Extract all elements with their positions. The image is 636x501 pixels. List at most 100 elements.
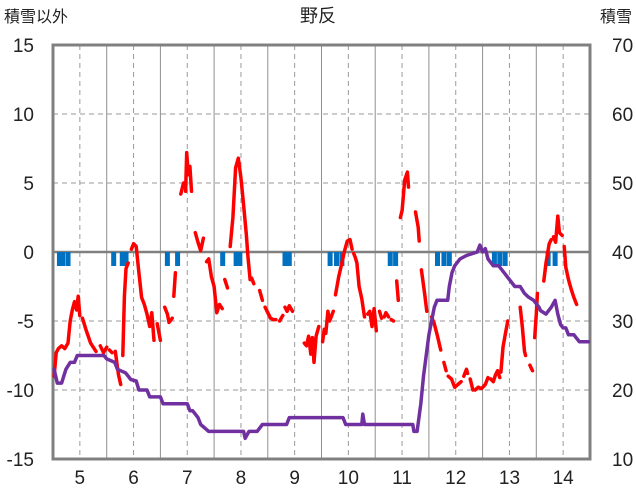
precipitation-bar xyxy=(65,252,71,266)
temperature-line xyxy=(446,374,463,389)
temperature-line xyxy=(172,270,178,298)
precipitation-bar xyxy=(327,252,333,266)
x-tick-label: 14 xyxy=(553,468,575,489)
temperature-line xyxy=(473,375,490,392)
temperature-line xyxy=(382,310,391,319)
x-tick-label: 6 xyxy=(128,468,139,489)
precipitation-bar xyxy=(387,252,393,266)
precipitation-bar xyxy=(491,252,497,266)
precipitation-bar xyxy=(502,252,508,266)
precipitation-bar xyxy=(446,252,452,266)
temperature-line xyxy=(442,360,448,373)
precipitation-bar xyxy=(111,252,117,266)
precipitation-bar xyxy=(164,252,170,266)
temperature-line xyxy=(499,319,510,374)
temperature-line xyxy=(107,348,114,355)
y-right-tick-label: 40 xyxy=(612,243,633,264)
temperature-line xyxy=(277,313,285,323)
temperature-line xyxy=(528,363,535,373)
temperature-line xyxy=(223,277,230,290)
temperature-line xyxy=(283,304,295,314)
y-right-tick-label: 70 xyxy=(612,36,633,57)
y-axis-label-right: 積雪 xyxy=(600,8,632,26)
y-left-tick-label: 0 xyxy=(23,243,34,264)
y-left-tick-label: -5 xyxy=(17,312,34,333)
temperature-line xyxy=(518,305,528,358)
precipitation-bar xyxy=(233,252,239,266)
temperature-line xyxy=(419,268,429,314)
x-tick-label: 5 xyxy=(75,468,86,489)
x-tick-label: 13 xyxy=(499,468,520,489)
temperature-line xyxy=(249,276,256,286)
x-tick-label: 10 xyxy=(338,468,359,489)
x-tick-label: 9 xyxy=(289,468,300,489)
precipitation-bar xyxy=(60,252,66,266)
temperature-line xyxy=(302,324,321,365)
y-right-tick-label: 60 xyxy=(612,105,633,126)
temperature-line xyxy=(257,288,265,303)
y-right-tick-label: 50 xyxy=(612,174,633,195)
series-lines xyxy=(52,150,591,441)
temperature-line xyxy=(413,210,421,243)
temperature-line xyxy=(320,309,336,344)
y-left-tick-label: 5 xyxy=(23,174,34,195)
precipitation-bar xyxy=(441,252,447,266)
temperature-line xyxy=(193,230,206,253)
snow-depth-line xyxy=(52,243,591,441)
temperature-line xyxy=(179,181,186,196)
x-tick-label: 7 xyxy=(182,468,193,489)
temperature-line xyxy=(263,305,278,322)
temperature-line xyxy=(562,244,579,307)
temperature-line xyxy=(542,237,554,283)
chart-title: 野反 xyxy=(300,6,336,26)
precipitation-bar xyxy=(552,252,558,266)
temperature-line xyxy=(551,214,564,245)
temperature-line xyxy=(394,279,401,303)
temperature-line xyxy=(377,309,384,320)
temperature-line xyxy=(98,344,109,355)
x-tick-label: 8 xyxy=(236,468,247,489)
temperature-line xyxy=(468,377,475,392)
x-tick-label: 11 xyxy=(392,468,412,489)
y-left-tick-label: 10 xyxy=(13,105,34,126)
precipitation-bar xyxy=(56,252,62,266)
precipitation-bar xyxy=(119,252,125,266)
temperature-line xyxy=(532,291,540,340)
precipitation-bar xyxy=(497,252,503,266)
temperature-line xyxy=(333,237,354,297)
precipitation-bar xyxy=(393,252,399,266)
temperature-line xyxy=(488,368,502,384)
y-right-tick-label: 30 xyxy=(612,312,633,333)
y-left-tick-label: -15 xyxy=(7,450,34,471)
precipitation-bar xyxy=(123,252,129,266)
precipitation-bar xyxy=(286,252,292,266)
y-left-tick-label: -10 xyxy=(7,381,34,402)
temperature-line xyxy=(351,251,367,319)
precipitation-bar xyxy=(220,252,226,266)
precipitation-bar xyxy=(237,252,243,266)
temperature-line xyxy=(155,322,163,343)
temperature-line xyxy=(183,150,194,194)
y-right-tick-label: 10 xyxy=(612,450,633,471)
precipitation-bar xyxy=(175,252,181,266)
temperature-line xyxy=(398,170,411,220)
x-tick-label: 12 xyxy=(445,468,466,489)
temperature-line xyxy=(365,306,379,333)
temperature-line xyxy=(121,261,130,358)
y-left-tick-label: 15 xyxy=(13,36,34,57)
precipitation-bar xyxy=(282,252,288,266)
temperature-line xyxy=(80,316,98,354)
y-axis-label-left: 積雪以外 xyxy=(4,8,68,26)
y-right-tick-label: 20 xyxy=(612,381,633,402)
temperature-line xyxy=(204,257,224,315)
temperature-line xyxy=(462,367,470,378)
precipitation-bar xyxy=(434,252,440,266)
temperature-line xyxy=(129,241,156,343)
temperature-line xyxy=(113,349,123,387)
temperature-line xyxy=(52,294,82,378)
temperature-line xyxy=(389,317,396,323)
temperature-line xyxy=(162,305,174,325)
precipitation-bar xyxy=(334,252,340,266)
